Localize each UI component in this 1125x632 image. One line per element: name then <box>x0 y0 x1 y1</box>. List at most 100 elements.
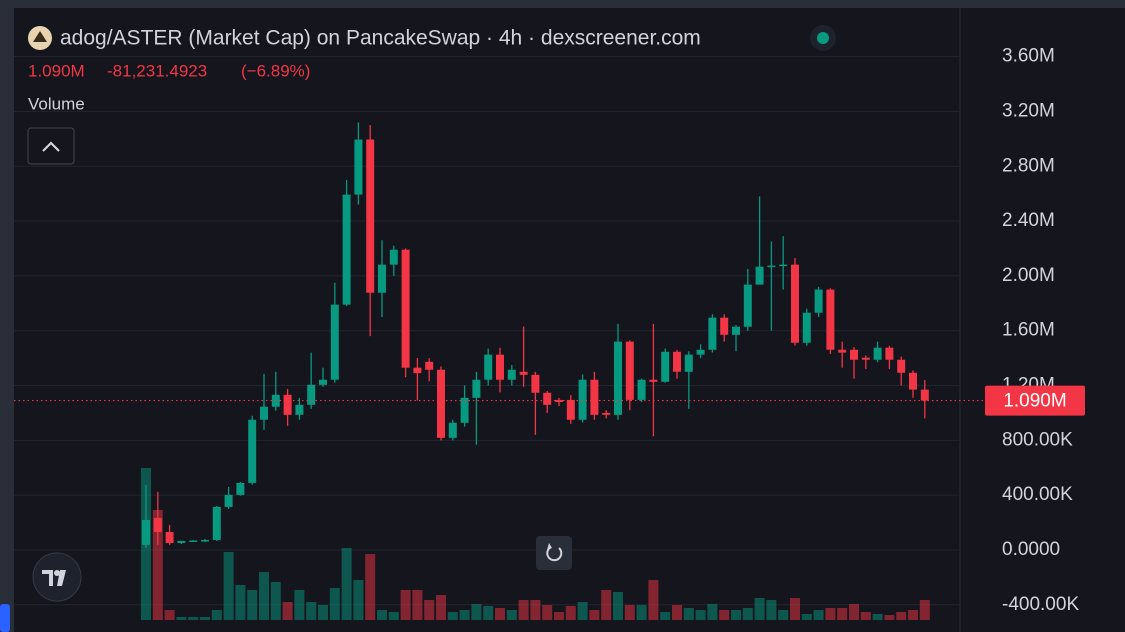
price-label-box <box>985 385 1085 416</box>
volume-bar <box>377 610 387 620</box>
volume-bar <box>624 605 635 620</box>
volume-bar <box>259 572 269 620</box>
chart-background <box>14 8 1125 632</box>
volume-bar <box>530 600 541 620</box>
volume-bar <box>188 617 199 620</box>
candle-body <box>720 317 729 335</box>
candle-body <box>212 506 221 540</box>
candle-body <box>602 412 611 415</box>
volume-bar <box>400 590 411 620</box>
volume-bar <box>200 617 210 620</box>
candle-body <box>496 354 504 380</box>
volume-bar <box>801 614 812 620</box>
volume-bar <box>176 617 187 620</box>
candle-body <box>354 139 363 195</box>
candle-body <box>920 389 929 401</box>
candle-body <box>743 284 752 327</box>
volume-bar <box>790 598 800 620</box>
volume-bar <box>695 610 706 620</box>
candles <box>142 122 929 548</box>
volume-bar <box>235 585 246 620</box>
volume-bar <box>577 602 588 620</box>
candle-body <box>850 349 858 360</box>
volume-bar <box>506 610 517 620</box>
candle-body <box>649 379 658 382</box>
candle-body <box>826 289 835 350</box>
candle-body <box>519 371 528 375</box>
logo-dot[interactable] <box>54 570 60 576</box>
volume-bar <box>601 590 612 620</box>
collapse-chevron[interactable] <box>42 141 60 152</box>
collapse-button[interactable] <box>27 127 75 165</box>
candle-body <box>319 379 327 385</box>
volume-bar <box>754 598 765 620</box>
tradingview-logo[interactable] <box>32 552 82 602</box>
legend-change-pct: (−6.89%) <box>241 61 310 80</box>
volume-bar <box>495 608 505 620</box>
volume-bar <box>447 612 458 620</box>
candle-body <box>342 194 351 305</box>
candle-body <box>260 406 268 420</box>
reset-button[interactable] <box>536 536 572 570</box>
candle-body <box>861 357 870 360</box>
volume-bar <box>412 590 423 620</box>
reset-icon-arrow[interactable] <box>547 543 552 550</box>
candle-body <box>767 265 776 268</box>
candle-body <box>153 517 162 533</box>
candle-body <box>802 312 811 343</box>
candle-body <box>201 539 209 542</box>
volume-bar <box>518 600 529 620</box>
volume-bar <box>884 615 895 620</box>
y-tick-label: 2.80M <box>1002 155 1055 176</box>
candle-body <box>448 422 457 438</box>
volume-bar <box>683 608 694 620</box>
reset-button-frame[interactable] <box>536 536 572 570</box>
reset-icon[interactable] <box>546 546 563 562</box>
candle-body <box>625 341 634 400</box>
candle-body <box>236 482 245 495</box>
candle-body <box>873 347 882 360</box>
logo-circle[interactable] <box>32 552 82 602</box>
candle-body <box>248 419 257 483</box>
candle-body <box>814 289 823 313</box>
candle-body <box>177 540 186 543</box>
volume-bar <box>872 614 883 620</box>
volume-bar <box>565 606 576 620</box>
y-axis: -400.00K0.0000400.00K800.00K1.20M1.60M2.… <box>14 46 1085 615</box>
volume-bar <box>306 602 317 620</box>
candle-body <box>295 404 304 415</box>
chart-title: adog/ASTER (Market Cap) on PancakeSwap ·… <box>60 27 701 50</box>
volume-bar <box>860 612 871 620</box>
y-tick-label: 400.00K <box>1002 484 1073 505</box>
candle-body <box>484 354 493 380</box>
volume-bar <box>648 580 659 620</box>
side-tab[interactable] <box>0 604 10 632</box>
candle-body <box>330 304 339 380</box>
volume-bar <box>719 610 730 620</box>
volume-bar <box>329 588 340 620</box>
token-icon-glyph <box>33 31 47 42</box>
candle-body <box>283 394 292 415</box>
volume-bar <box>896 612 907 620</box>
volume-bar <box>483 606 494 620</box>
volume-bar <box>365 554 376 620</box>
candle-body <box>413 367 422 374</box>
collapse-button-frame[interactable] <box>27 127 75 165</box>
price-label: 1.090M <box>1003 391 1066 412</box>
volume-bar <box>554 612 564 620</box>
candle-body <box>566 399 575 420</box>
volume-bar <box>424 600 435 620</box>
y-tick-label: 0.0000 <box>1002 539 1060 560</box>
y-tick-label: 2.40M <box>1002 210 1055 231</box>
volume-bar <box>825 608 836 620</box>
volume-bar <box>672 605 682 620</box>
candle-body <box>909 372 917 390</box>
volume-bar <box>459 610 470 620</box>
logo-mark[interactable] <box>42 570 66 586</box>
candle-body <box>366 139 375 293</box>
candle-body <box>531 374 540 393</box>
volume-bar <box>660 612 671 620</box>
candle-body <box>460 397 469 423</box>
candle-body <box>307 384 316 405</box>
